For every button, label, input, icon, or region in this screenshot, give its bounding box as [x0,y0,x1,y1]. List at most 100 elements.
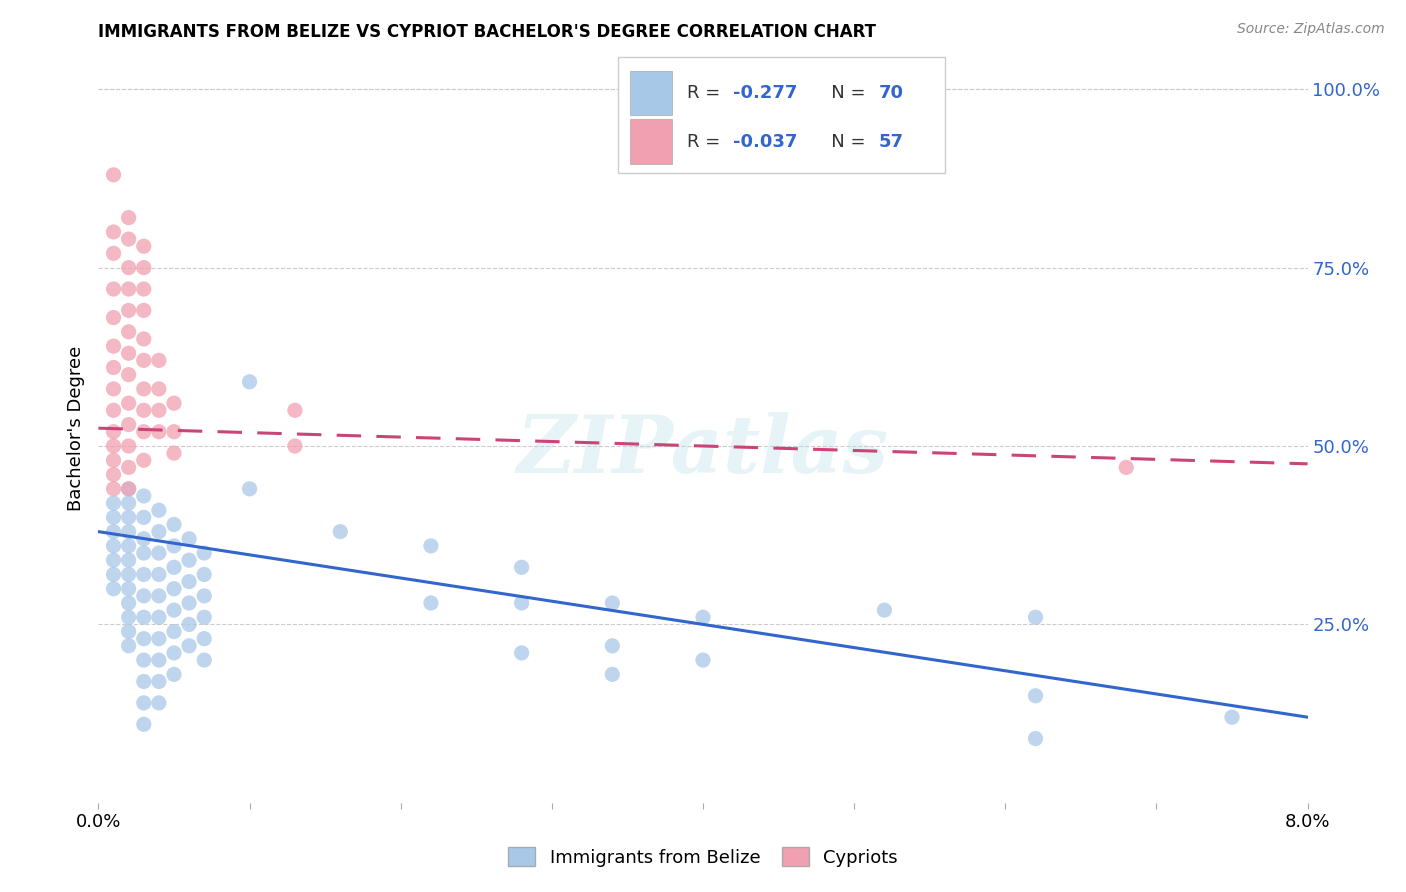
Point [118,582,141,596]
Point [692,653,714,667]
Point [179,532,201,546]
Point [1220,710,1243,724]
Point [132,425,155,439]
Point [148,632,170,646]
Point [132,332,155,346]
Point [179,617,201,632]
Point [103,246,125,260]
Point [1025,731,1047,746]
FancyBboxPatch shape [619,57,945,173]
Point [163,396,186,410]
Point [1115,460,1137,475]
Point [132,303,155,318]
Y-axis label: Bachelor's Degree: Bachelor's Degree [66,345,84,511]
Point [132,282,155,296]
Point [118,282,141,296]
Point [118,610,141,624]
Point [132,653,155,667]
Point [103,360,125,375]
Point [103,439,125,453]
Point [239,482,262,496]
Point [602,596,624,610]
Point [118,567,141,582]
Point [132,567,155,582]
Point [103,524,125,539]
Point [163,603,186,617]
Point [148,589,170,603]
Point [510,596,533,610]
Point [118,303,141,318]
Point [148,653,170,667]
FancyBboxPatch shape [630,70,672,115]
FancyBboxPatch shape [630,120,672,163]
Point [103,168,125,182]
Point [148,696,170,710]
Point [148,567,170,582]
Point [118,496,141,510]
Point [193,567,215,582]
Point [132,589,155,603]
Point [163,539,186,553]
Point [420,539,443,553]
Point [103,310,125,325]
Point [132,717,155,731]
Point [132,546,155,560]
Point [179,596,201,610]
Point [132,632,155,646]
Point [179,639,201,653]
Point [163,582,186,596]
Point [193,632,215,646]
Text: N =: N = [814,133,872,151]
Point [118,510,141,524]
Text: -0.037: -0.037 [734,133,797,151]
Point [118,553,141,567]
Text: ZIPatlas: ZIPatlas [517,412,889,490]
Point [103,403,125,417]
Point [132,510,155,524]
Point [103,425,125,439]
Point [163,624,186,639]
Point [163,425,186,439]
Point [103,510,125,524]
Point [148,382,170,396]
Point [118,211,141,225]
Text: 70: 70 [879,84,903,102]
Point [163,517,186,532]
Point [873,603,896,617]
Point [103,482,125,496]
Point [193,546,215,560]
Point [118,624,141,639]
Point [420,596,443,610]
Point [148,353,170,368]
Point [103,339,125,353]
Point [132,353,155,368]
Text: IMMIGRANTS FROM BELIZE VS CYPRIOT BACHELOR'S DEGREE CORRELATION CHART: IMMIGRANTS FROM BELIZE VS CYPRIOT BACHEL… [98,23,876,41]
Point [118,417,141,432]
Point [103,382,125,396]
Point [132,674,155,689]
Text: Source: ZipAtlas.com: Source: ZipAtlas.com [1237,22,1385,37]
Text: 57: 57 [879,133,903,151]
Point [163,446,186,460]
Point [284,403,307,417]
Point [148,610,170,624]
Point [103,225,125,239]
Point [132,382,155,396]
Point [163,560,186,574]
Point [103,453,125,467]
Text: -0.277: -0.277 [734,84,797,102]
Point [103,282,125,296]
Point [118,482,141,496]
Point [132,239,155,253]
Point [132,610,155,624]
Point [1025,689,1047,703]
Point [148,425,170,439]
Point [602,667,624,681]
Point [132,260,155,275]
Point [118,524,141,539]
Point [193,653,215,667]
Point [284,439,307,453]
Point [118,439,141,453]
Point [163,646,186,660]
Point [118,460,141,475]
